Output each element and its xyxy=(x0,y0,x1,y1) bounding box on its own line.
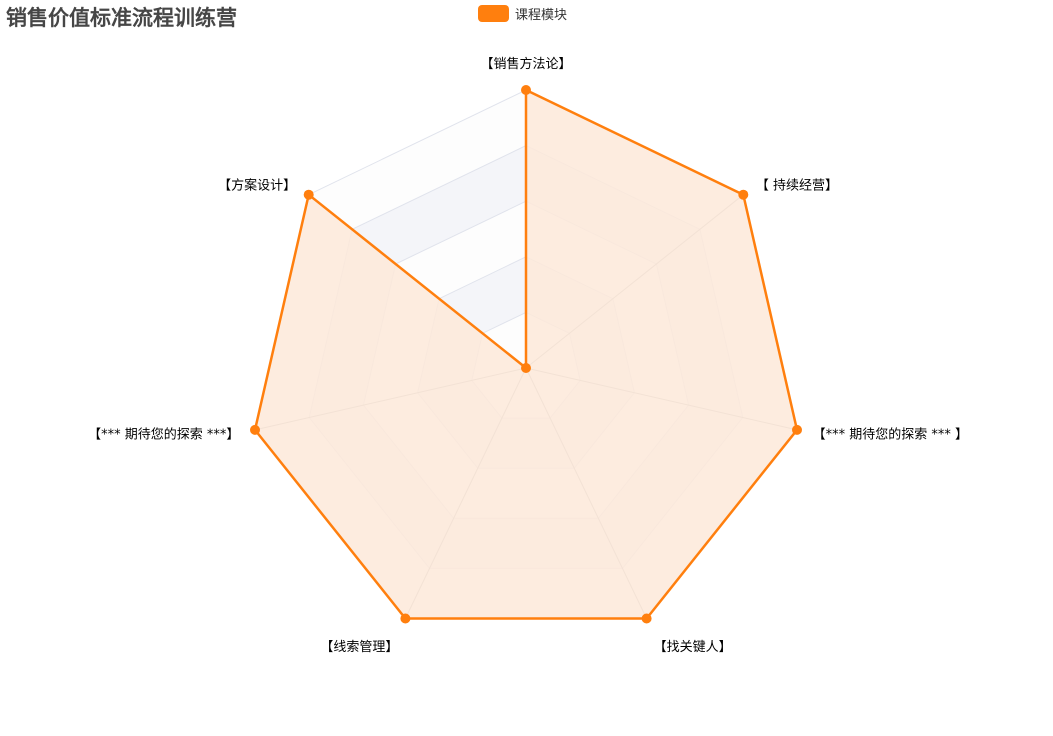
legend-item[interactable]: 课程模块 xyxy=(478,4,567,23)
indicator-label-1: 【 持续经营】 xyxy=(756,179,838,194)
series-point-5[interactable] xyxy=(250,424,260,435)
series-point-4[interactable] xyxy=(400,613,411,624)
indicator-label-0: 【销售方法论】 xyxy=(480,56,571,72)
indicator-label-6: 【方案设计】 xyxy=(218,178,296,194)
indicator-label-4: 【线索管理】 xyxy=(320,640,398,655)
series-group xyxy=(250,85,802,624)
series-point-6[interactable] xyxy=(303,189,314,200)
series-point-1[interactable] xyxy=(738,189,749,200)
legend-label: 课程模块 xyxy=(515,8,568,23)
series-point-0[interactable] xyxy=(521,85,531,95)
indicator-label-2: 【*** 期待您的探索 *** 】 xyxy=(813,426,968,442)
series-point-2[interactable] xyxy=(792,424,802,435)
chart-title: 销售价值标准流程训练营 xyxy=(6,6,237,30)
indicator-label-3: 【找关键人】 xyxy=(654,640,732,655)
legend-swatch xyxy=(478,5,509,22)
indicator-labels: 【销售方法论】【 持续经营】【*** 期待您的探索 *** 】【找关键人】 【线索… xyxy=(88,56,968,655)
indicator-label-5: 【*** 期待您的探索 ***】 xyxy=(88,426,239,442)
series-point-3[interactable] xyxy=(641,613,652,624)
series-point-7[interactable] xyxy=(521,363,531,373)
